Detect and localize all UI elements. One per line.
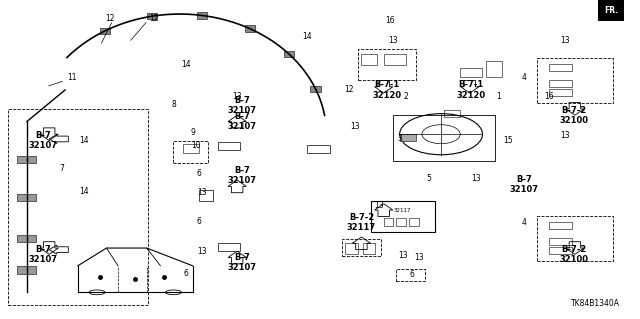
- Bar: [362, 54, 378, 65]
- Text: 16: 16: [545, 92, 554, 101]
- Ellipse shape: [166, 290, 181, 295]
- Text: B-7
32107: B-7 32107: [228, 112, 257, 131]
- Bar: [444, 110, 460, 117]
- Text: 13: 13: [232, 92, 242, 101]
- Text: 13: 13: [350, 122, 360, 131]
- Bar: [284, 51, 294, 57]
- Bar: [549, 64, 572, 71]
- Bar: [307, 145, 330, 153]
- Text: 6: 6: [410, 271, 415, 279]
- Bar: [183, 144, 199, 153]
- Text: 13: 13: [561, 131, 570, 140]
- Bar: [17, 194, 36, 201]
- Text: B-7
32107: B-7 32107: [228, 96, 257, 115]
- Text: 12: 12: [344, 85, 353, 94]
- Text: 14: 14: [79, 187, 89, 196]
- Text: 13: 13: [197, 247, 207, 256]
- Bar: [549, 222, 572, 229]
- Text: 13: 13: [388, 36, 398, 45]
- Text: B-7
32107: B-7 32107: [228, 166, 257, 185]
- Bar: [409, 218, 419, 226]
- Text: B-7
32107: B-7 32107: [228, 253, 257, 272]
- Bar: [384, 54, 406, 65]
- Text: 15: 15: [503, 136, 513, 145]
- Bar: [17, 156, 36, 163]
- Text: 4: 4: [522, 73, 526, 82]
- Bar: [399, 134, 415, 141]
- Text: 13: 13: [374, 201, 384, 210]
- Text: 32117: 32117: [394, 208, 412, 212]
- Text: B-7-2
32117: B-7-2 32117: [347, 213, 376, 233]
- Text: 11: 11: [67, 73, 76, 82]
- Text: 10: 10: [191, 141, 200, 150]
- Bar: [310, 86, 321, 92]
- Bar: [486, 62, 502, 77]
- Text: 1: 1: [496, 92, 500, 101]
- Bar: [384, 218, 394, 226]
- Text: 6: 6: [184, 269, 189, 278]
- Bar: [342, 239, 381, 256]
- Bar: [17, 266, 36, 274]
- Text: 12: 12: [105, 14, 115, 23]
- Text: 14: 14: [181, 60, 191, 69]
- Text: 6: 6: [196, 169, 202, 178]
- Text: 6: 6: [196, 217, 202, 226]
- Text: 2: 2: [404, 92, 408, 101]
- Bar: [537, 216, 613, 261]
- Text: 4: 4: [522, 218, 526, 227]
- Bar: [371, 201, 435, 232]
- Text: 7: 7: [60, 165, 65, 174]
- Text: B-7
32107: B-7 32107: [29, 245, 58, 264]
- Bar: [346, 243, 358, 254]
- Bar: [100, 28, 110, 34]
- Text: 13: 13: [197, 188, 207, 197]
- Bar: [549, 238, 572, 245]
- Text: 8: 8: [171, 100, 176, 109]
- Bar: [460, 68, 483, 77]
- Bar: [549, 80, 572, 87]
- Bar: [244, 26, 255, 32]
- Text: B-7
32107: B-7 32107: [29, 131, 58, 150]
- Text: B-7-1
32120: B-7-1 32120: [456, 80, 486, 100]
- Bar: [8, 109, 148, 305]
- Text: FR.: FR.: [604, 6, 618, 15]
- Bar: [199, 189, 213, 201]
- Text: 13: 13: [471, 174, 481, 183]
- Bar: [358, 49, 415, 80]
- Bar: [173, 141, 209, 163]
- Bar: [197, 12, 207, 19]
- Text: 12: 12: [150, 14, 159, 23]
- Text: 13: 13: [414, 253, 424, 262]
- Bar: [218, 243, 241, 251]
- Text: B-7-2
32100: B-7-2 32100: [559, 106, 588, 125]
- Text: 16: 16: [385, 16, 395, 25]
- Text: B-7
32107: B-7 32107: [509, 175, 538, 195]
- Bar: [549, 89, 572, 96]
- Bar: [396, 218, 406, 226]
- Text: B-7-1
32120: B-7-1 32120: [372, 80, 401, 100]
- Text: TK84B1340A: TK84B1340A: [570, 299, 620, 308]
- Text: 13: 13: [561, 36, 570, 45]
- Bar: [363, 243, 376, 254]
- Ellipse shape: [89, 290, 105, 295]
- Bar: [394, 115, 495, 161]
- Bar: [147, 13, 157, 19]
- Text: 13: 13: [398, 251, 408, 260]
- Text: 9: 9: [190, 128, 195, 137]
- Text: B-7-2
32100: B-7-2 32100: [559, 245, 588, 264]
- Bar: [549, 248, 572, 254]
- Bar: [396, 269, 425, 281]
- Bar: [218, 142, 241, 150]
- Text: 14: 14: [79, 136, 89, 145]
- Text: 14: 14: [303, 32, 312, 41]
- Bar: [537, 58, 613, 103]
- Text: 5: 5: [426, 174, 431, 183]
- Text: 3: 3: [397, 134, 402, 144]
- Bar: [17, 235, 36, 242]
